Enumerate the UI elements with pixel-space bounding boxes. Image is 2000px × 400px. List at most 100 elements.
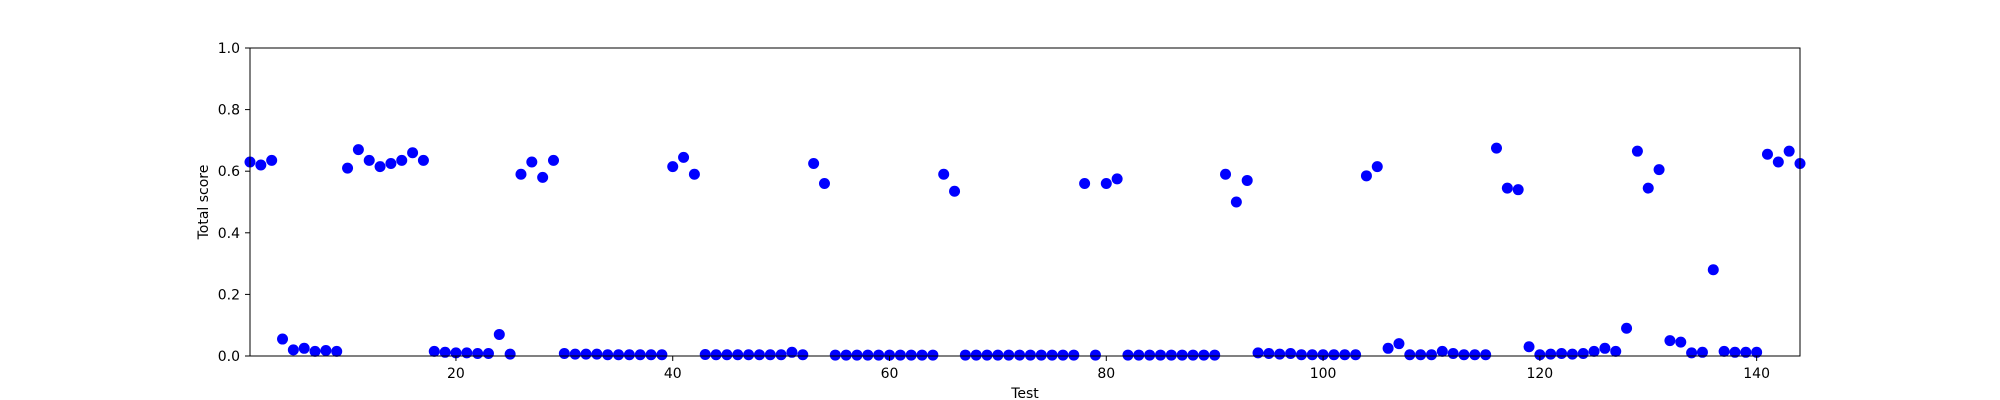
- data-point: [1556, 348, 1568, 360]
- data-point: [1404, 349, 1416, 361]
- data-point: [580, 348, 592, 360]
- data-point: [374, 161, 386, 173]
- data-point: [461, 347, 473, 359]
- data-point: [428, 345, 440, 357]
- data-point: [1328, 349, 1340, 361]
- data-point: [916, 349, 928, 361]
- plot-frame: [249, 47, 1801, 357]
- data-point: [1198, 349, 1210, 361]
- data-point: [493, 328, 505, 340]
- data-point: [1035, 349, 1047, 361]
- data-point: [1263, 348, 1275, 360]
- data-point: [385, 158, 397, 169]
- data-point: [1491, 142, 1503, 154]
- data-point: [1046, 349, 1058, 361]
- data-point: [1501, 182, 1513, 194]
- data-point: [515, 168, 527, 180]
- data-point: [851, 349, 863, 361]
- data-point: [1220, 168, 1232, 180]
- data-point: [1599, 342, 1611, 354]
- x-axis-title: Test: [1010, 386, 1039, 400]
- data-point: [829, 349, 841, 361]
- data-point: [732, 349, 744, 361]
- data-point: [1057, 349, 1069, 361]
- data-point: [894, 349, 906, 361]
- data-point: [667, 161, 679, 173]
- data-point: [363, 154, 375, 166]
- data-point: [417, 154, 429, 166]
- data-point: [1165, 349, 1177, 361]
- data-point: [1024, 349, 1036, 361]
- data-point: [1469, 349, 1481, 361]
- data-point: [959, 349, 971, 361]
- data-point: [1339, 349, 1351, 361]
- data-point: [1621, 322, 1633, 334]
- data-point: [1111, 173, 1123, 185]
- data-point: [710, 349, 722, 361]
- x-tick-label: 80: [1097, 366, 1115, 382]
- data-point: [764, 349, 776, 361]
- data-point: [1761, 148, 1773, 160]
- data-point: [482, 348, 494, 360]
- data-point: [1003, 349, 1015, 361]
- data-point: [949, 185, 961, 197]
- data-point: [743, 349, 755, 361]
- data-point: [1534, 349, 1546, 361]
- data-point: [1631, 145, 1643, 157]
- data-point: [970, 349, 982, 361]
- data-point: [1350, 349, 1362, 361]
- data-point: [569, 348, 581, 360]
- data-point: [862, 349, 874, 361]
- data-points: [244, 142, 1806, 361]
- data-point: [352, 144, 364, 156]
- data-point: [472, 348, 484, 360]
- x-axis: 20 40 60 80 100 120 140: [447, 356, 1770, 382]
- data-point: [1772, 156, 1784, 168]
- x-tick-label: 60: [881, 366, 899, 382]
- data-point: [591, 348, 603, 360]
- data-point: [1230, 196, 1242, 208]
- data-point: [1610, 345, 1622, 357]
- data-point: [808, 158, 820, 169]
- x-tick-label: 100: [1310, 366, 1337, 382]
- data-point: [1144, 349, 1156, 361]
- data-point: [1751, 346, 1763, 358]
- data-point: [309, 345, 321, 357]
- data-point: [439, 346, 451, 358]
- data-point: [656, 349, 668, 361]
- data-point: [1664, 335, 1676, 347]
- data-point: [1154, 349, 1166, 361]
- data-point: [1642, 182, 1654, 194]
- data-point: [547, 154, 559, 166]
- data-point: [1295, 349, 1307, 361]
- data-point: [786, 346, 798, 358]
- x-tick-label: 140: [1743, 366, 1770, 382]
- data-point: [1425, 349, 1437, 361]
- data-point: [1014, 349, 1026, 361]
- data-point: [1566, 348, 1578, 360]
- data-point: [1523, 341, 1535, 353]
- data-point: [407, 147, 419, 159]
- data-point: [1068, 349, 1080, 361]
- data-point: [981, 349, 993, 361]
- data-point: [558, 348, 570, 360]
- data-point: [1653, 164, 1665, 176]
- y-tick-label: 0.0: [218, 349, 240, 365]
- data-point: [526, 156, 538, 168]
- data-point: [1306, 349, 1318, 361]
- data-point: [884, 349, 896, 361]
- data-point: [992, 349, 1004, 361]
- data-point: [688, 168, 700, 180]
- data-point: [840, 349, 852, 361]
- data-point: [396, 154, 408, 166]
- data-point: [1252, 347, 1264, 359]
- y-tick-label: 0.2: [218, 287, 240, 303]
- x-tick-label: 40: [664, 366, 682, 382]
- data-point: [1317, 349, 1329, 361]
- data-point: [1729, 346, 1741, 358]
- y-axis-title: Total score: [196, 165, 212, 241]
- data-point: [678, 151, 690, 163]
- data-point: [905, 349, 917, 361]
- data-point: [1285, 348, 1297, 360]
